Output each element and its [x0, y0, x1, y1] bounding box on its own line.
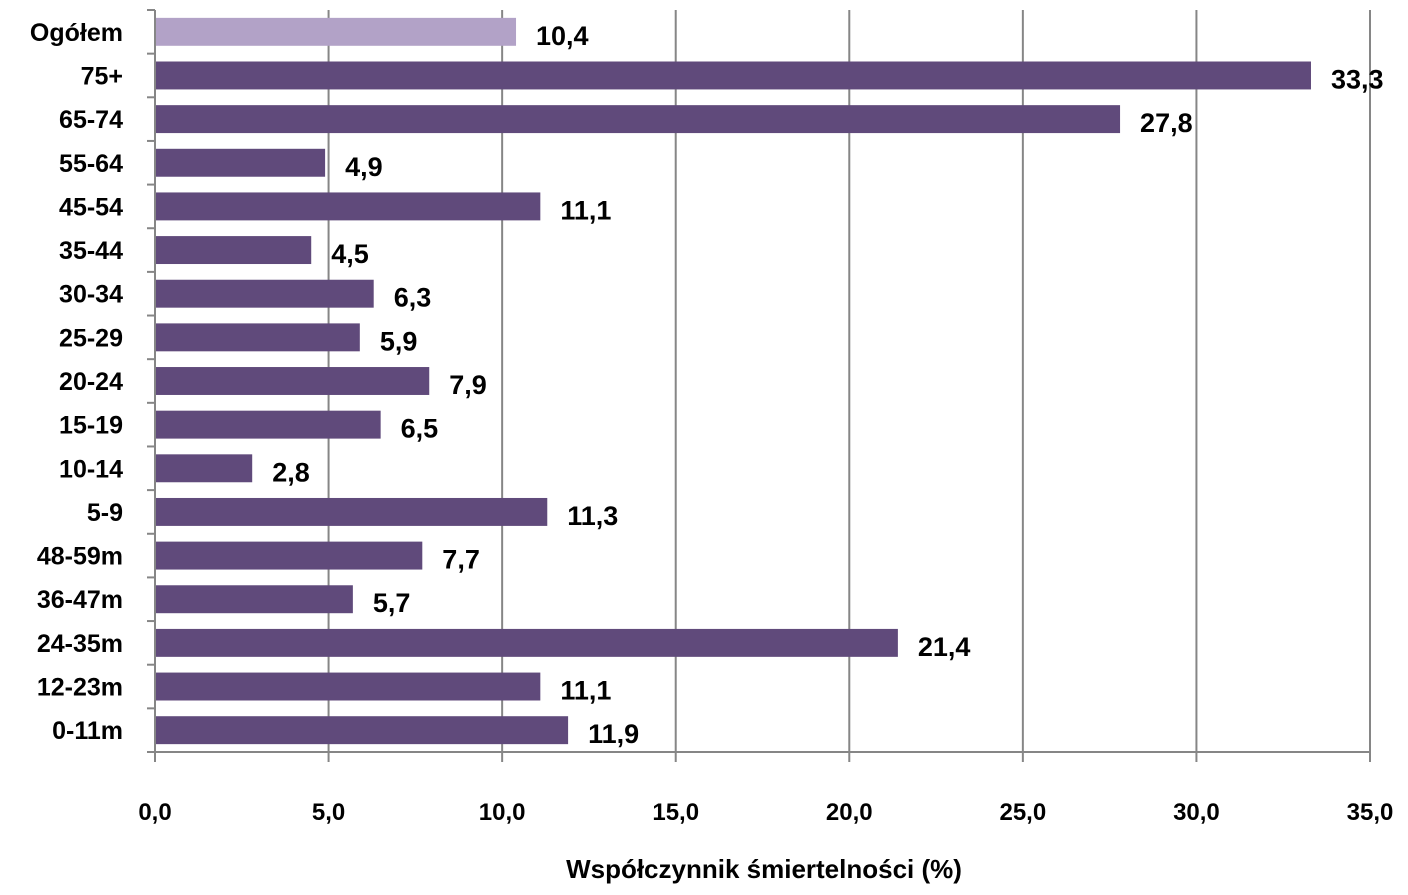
- category-label: 20-24: [59, 368, 123, 396]
- category-label: 5-9: [87, 499, 123, 527]
- x-tick-label: 35,0: [1347, 799, 1394, 826]
- data-label: 11,1: [560, 195, 611, 225]
- axes: [147, 9, 1371, 762]
- x-tick-label: 20,0: [826, 799, 873, 826]
- labels: 0,0 5,0 10,0 15,0 20,0 25,0 30,0 35,0 Ogółem 10,4…: [30, 19, 1393, 826]
- category-label: 35-44: [59, 237, 123, 265]
- data-label: 21,4: [918, 632, 971, 662]
- category-label: 25-29: [59, 324, 123, 352]
- category-label: 48-59m: [37, 543, 123, 571]
- bar: [155, 323, 360, 352]
- data-label: 11,9: [588, 719, 639, 749]
- category-label: 15-19: [59, 412, 123, 440]
- x-tick-label: 25,0: [999, 799, 1046, 826]
- data-label: 10,4: [536, 21, 589, 51]
- bar: [155, 672, 541, 701]
- category-label: 12-23m: [37, 674, 123, 702]
- data-label: 2,8: [272, 457, 310, 487]
- category-label: 30-34: [59, 281, 123, 309]
- bar: [155, 17, 517, 46]
- data-label: 27,8: [1140, 108, 1193, 138]
- bar: [155, 148, 326, 177]
- bar: [155, 541, 423, 570]
- data-label: 6,3: [394, 283, 432, 313]
- bar: [155, 192, 541, 221]
- x-tick-label: 0,0: [138, 799, 171, 826]
- x-tick-label: 10,0: [479, 799, 526, 826]
- x-tick-label: 30,0: [1173, 799, 1220, 826]
- category-label: 10-14: [59, 455, 123, 483]
- data-label: 7,7: [442, 545, 480, 575]
- category-label: 0-11m: [52, 717, 123, 745]
- data-label: 5,7: [373, 588, 411, 618]
- data-label: 11,3: [567, 501, 618, 531]
- x-tick-label: 5,0: [312, 799, 345, 826]
- bar: [155, 367, 430, 395]
- bars: [155, 17, 1311, 745]
- data-label: 33,3: [1331, 64, 1384, 94]
- bar: [155, 61, 1311, 90]
- data-label: 6,5: [401, 414, 439, 444]
- data-label: 7,9: [449, 370, 487, 400]
- bar: [155, 628, 898, 657]
- x-tick-label: 15,0: [652, 799, 699, 826]
- grid-lines: [327, 10, 1371, 752]
- bar: [155, 279, 374, 308]
- category-label: 24-35m: [37, 630, 123, 658]
- category-label: 75+: [81, 62, 123, 90]
- bar: [155, 410, 381, 439]
- bar: [155, 105, 1121, 134]
- category-label: 55-64: [59, 150, 123, 178]
- category-label: Ogółem: [30, 19, 123, 47]
- category-label: 65-74: [59, 106, 123, 134]
- bar: [155, 236, 312, 265]
- data-label: 11,1: [560, 676, 611, 706]
- x-axis-title: Współczynnik śmiertelności (%): [566, 854, 962, 884]
- bar: [155, 497, 548, 526]
- category-label: 45-54: [59, 193, 123, 221]
- bar: [155, 454, 253, 483]
- data-label: 5,9: [380, 326, 418, 356]
- data-label: 4,5: [331, 239, 369, 269]
- category-label: 36-47m: [37, 586, 123, 614]
- data-label: 4,9: [345, 152, 383, 182]
- bar: [155, 716, 569, 745]
- bar: [155, 585, 353, 614]
